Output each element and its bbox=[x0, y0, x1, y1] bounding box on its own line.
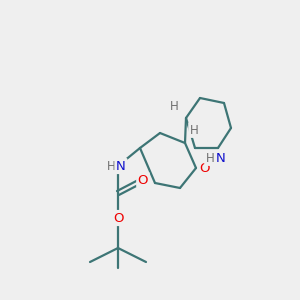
Text: O: O bbox=[200, 161, 210, 175]
Text: N: N bbox=[116, 160, 126, 172]
Text: N: N bbox=[216, 152, 226, 164]
Text: H: H bbox=[206, 152, 214, 164]
Text: H: H bbox=[190, 124, 198, 136]
Text: O: O bbox=[138, 173, 148, 187]
Text: H: H bbox=[106, 160, 116, 172]
Text: O: O bbox=[113, 212, 123, 224]
Text: H: H bbox=[169, 100, 178, 113]
